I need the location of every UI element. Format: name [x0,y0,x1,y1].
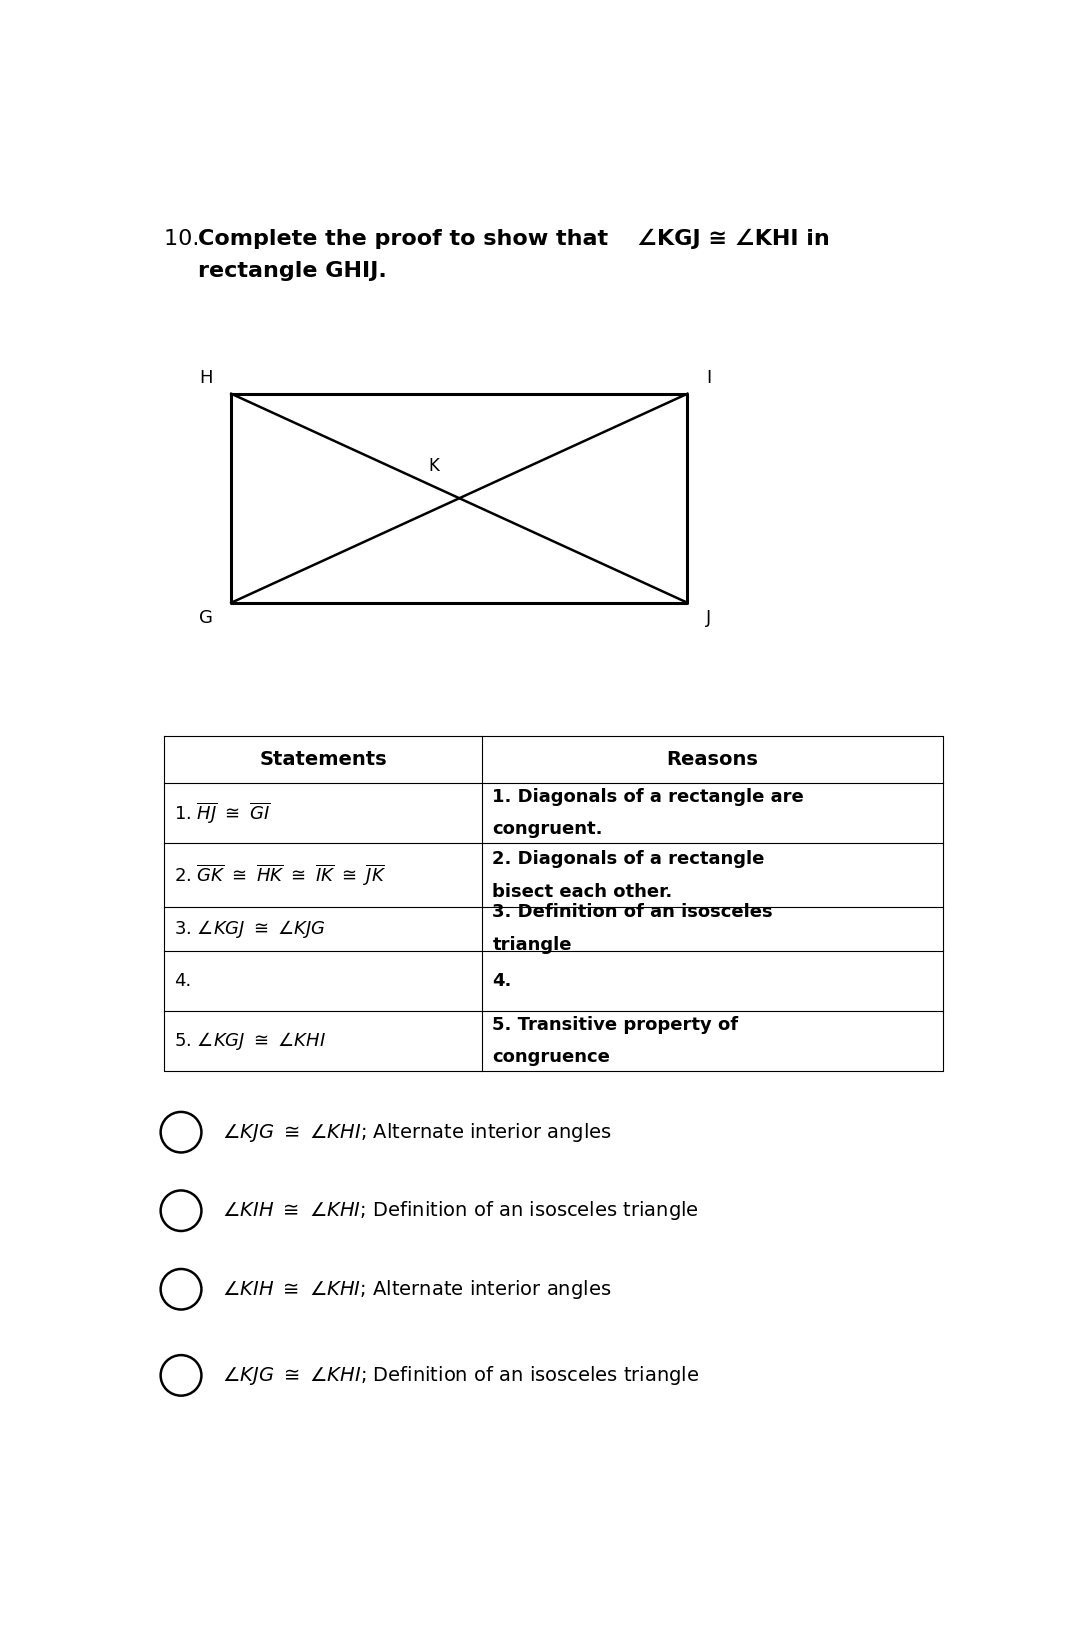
Text: G: G [199,609,213,627]
Text: 1. $\overline{HJ}$ $\cong$ $\overline{GI}$: 1. $\overline{HJ}$ $\cong$ $\overline{GI… [174,801,271,826]
Text: 3. Definition of an isosceles: 3. Definition of an isosceles [492,903,773,921]
Text: triangle: triangle [492,936,572,954]
Text: ∠KGJ ≅ ∠KHI in: ∠KGJ ≅ ∠KHI in [637,229,829,250]
Text: rectangle GHIJ.: rectangle GHIJ. [198,260,387,281]
Text: $\angle KJG$ $\cong$ $\angle KHI$; Alternate interior angles: $\angle KJG$ $\cong$ $\angle KHI$; Alter… [222,1120,612,1143]
Text: $\angle KIH$ $\cong$ $\angle KHI$; Definition of an isosceles triangle: $\angle KIH$ $\cong$ $\angle KHI$; Defin… [222,1199,699,1222]
Text: Complete the proof to show that: Complete the proof to show that [198,229,616,248]
Text: 5. Transitive property of: 5. Transitive property of [492,1015,739,1033]
Text: congruent.: congruent. [492,821,603,839]
Text: bisect each other.: bisect each other. [492,882,673,900]
Text: 1. Diagonals of a rectangle are: 1. Diagonals of a rectangle are [492,788,805,806]
Text: 10.: 10. [164,229,206,248]
Text: $\angle KIH$ $\cong$ $\angle KHI$; Alternate interior angles: $\angle KIH$ $\cong$ $\angle KHI$; Alter… [222,1278,611,1301]
Text: 2. Diagonals of a rectangle: 2. Diagonals of a rectangle [492,849,765,867]
Text: 4.: 4. [174,972,191,990]
Text: I: I [706,370,711,387]
Text: H: H [200,370,213,387]
Text: J: J [706,609,711,627]
Text: $\angle KJG$ $\cong$ $\angle KHI$; Definition of an isosceles triangle: $\angle KJG$ $\cong$ $\angle KHI$; Defin… [222,1364,700,1387]
Text: 2. $\overline{GK}$ $\cong$ $\overline{HK}$ $\cong$ $\overline{IK}$ $\cong$ $\ove: 2. $\overline{GK}$ $\cong$ $\overline{HK… [174,862,387,887]
Text: 5. $\angle KGJ$ $\cong$ $\angle KHI$: 5. $\angle KGJ$ $\cong$ $\angle KHI$ [174,1030,326,1053]
Text: congruence: congruence [492,1048,610,1066]
Text: Reasons: Reasons [666,750,758,768]
Text: 3. $\angle KGJ$ $\cong$ $\angle KJG$: 3. $\angle KGJ$ $\cong$ $\angle KJG$ [174,918,326,939]
Text: 4.: 4. [492,972,512,990]
Text: Statements: Statements [259,750,387,768]
Text: K: K [429,457,440,475]
